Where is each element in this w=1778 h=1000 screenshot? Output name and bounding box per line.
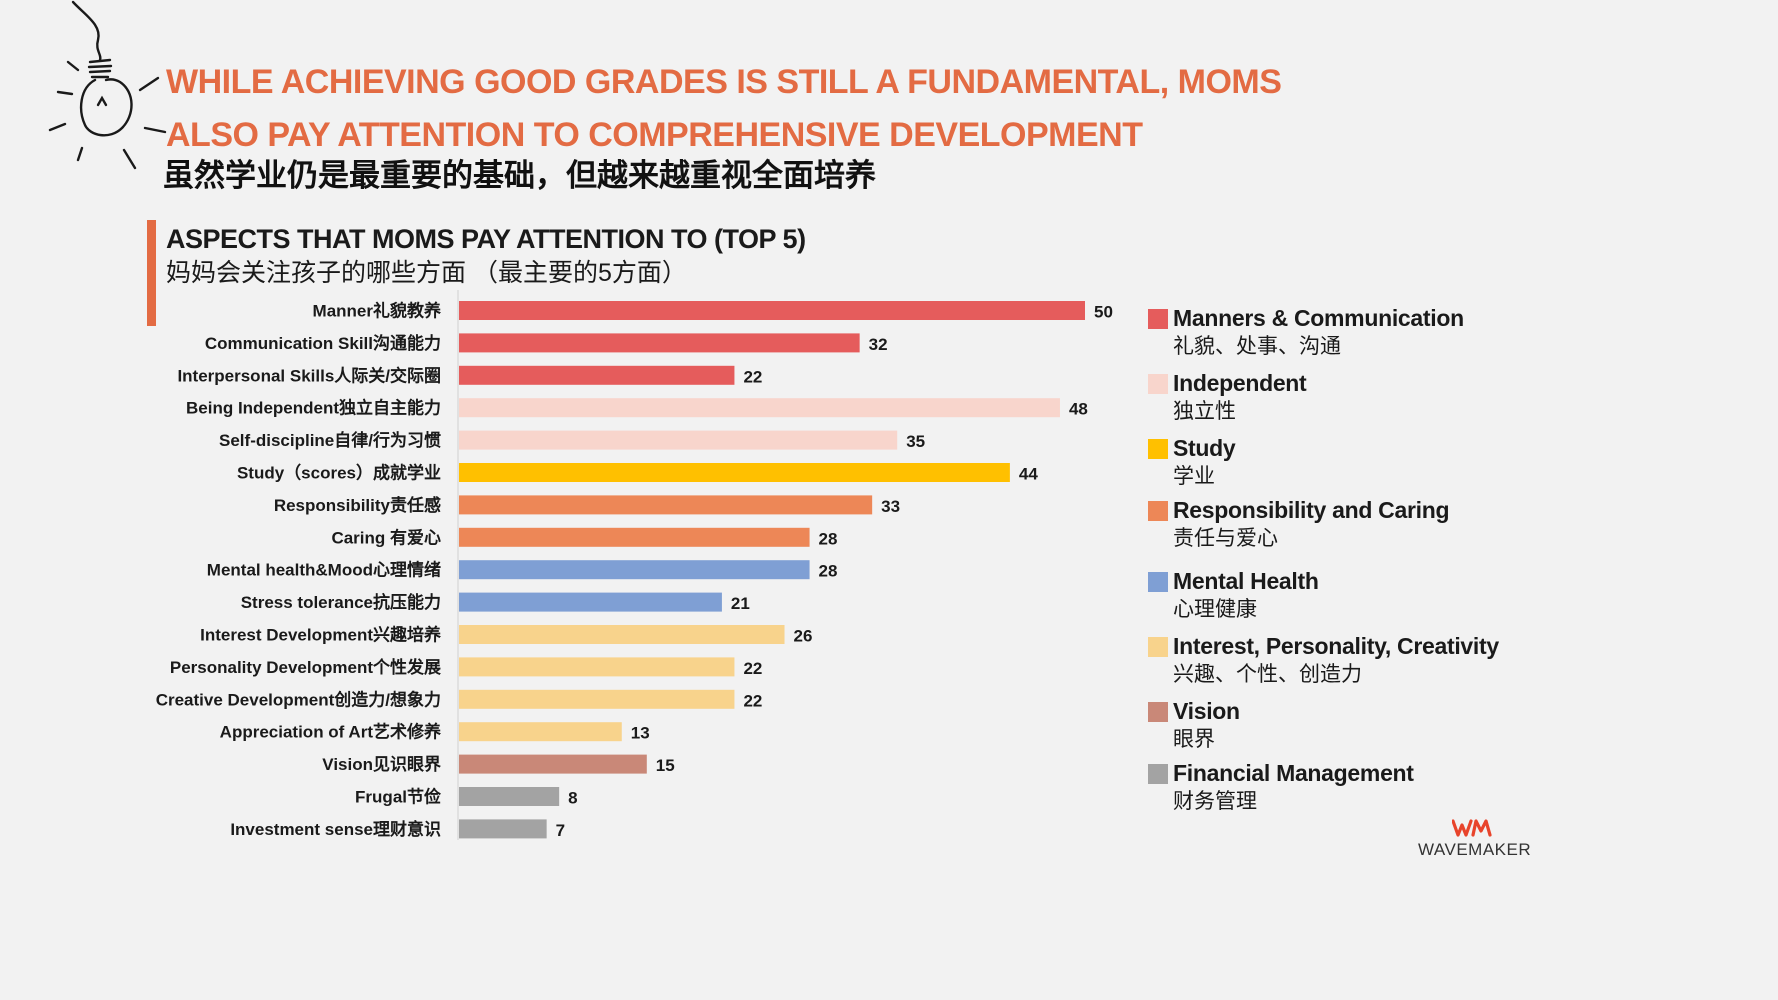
- bar: [459, 527, 810, 547]
- bar-value-label: 7: [556, 821, 565, 840]
- bar: [459, 398, 1060, 418]
- bar: [459, 463, 1010, 482]
- bar: [459, 495, 873, 515]
- bar: [459, 689, 735, 709]
- category-label: Investment sense理财意识: [230, 819, 441, 839]
- category-label: Interest Development兴趣培养: [200, 625, 442, 645]
- category-label: Personality Development个性发展: [170, 657, 441, 677]
- legend-label: Vision: [1173, 698, 1240, 724]
- bar-value-label: 13: [631, 724, 650, 743]
- legend-sublabel: 责任与爱心: [1173, 527, 1278, 550]
- category-label: Appreciation of Art艺术修养: [220, 722, 442, 742]
- legend-swatch: [1148, 374, 1168, 394]
- bar: [459, 819, 547, 839]
- bar: [459, 301, 1085, 320]
- page-subtitle-cn: 虽然学业仍是最重要的基础，但越来越重视全面培养: [163, 158, 876, 193]
- chart-title-accent-bar: [147, 220, 156, 326]
- legend-label: Study: [1173, 435, 1236, 461]
- bar: [459, 657, 735, 677]
- bar: [459, 430, 898, 450]
- legend-swatch: [1148, 637, 1168, 657]
- legend-label: Financial Management: [1173, 760, 1414, 786]
- bar-value-label: 22: [743, 367, 762, 386]
- bar-value-label: 48: [1069, 400, 1088, 419]
- bar: [459, 754, 647, 774]
- category-label: Communication Skill沟通能力: [205, 333, 441, 353]
- legend-swatch: [1148, 501, 1168, 521]
- bar-value-label: 15: [656, 756, 675, 775]
- bar: [459, 722, 622, 742]
- bar-chart: Manner礼貌教养 50 Communication Skill沟通能力 32 Int…: [156, 290, 1113, 840]
- category-label: Frugal节俭: [355, 787, 441, 807]
- bar-value-label: 44: [1019, 465, 1038, 484]
- bar-value-label: 22: [743, 691, 762, 710]
- legend-label: Responsibility and Caring: [1173, 497, 1450, 523]
- bar: [459, 365, 735, 385]
- bar-value-label: 28: [819, 562, 838, 581]
- bar-value-label: 8: [568, 789, 577, 808]
- legend-sublabel: 财务管理: [1173, 790, 1257, 813]
- category-label: Stress tolerance抗压能力: [241, 592, 441, 612]
- category-label: Manner礼貌教养: [313, 301, 442, 321]
- legend-sublabel: 独立性: [1173, 400, 1236, 423]
- bar: [459, 625, 785, 644]
- legend-label: Mental Health: [1173, 568, 1319, 594]
- category-label: Being Independent独立自主能力: [186, 398, 441, 418]
- legend-sublabel: 礼貌、处事、沟通: [1173, 335, 1341, 358]
- legend-sublabel: 眼界: [1173, 728, 1215, 751]
- category-label: Caring 有爱心: [331, 527, 441, 547]
- category-label: Vision见识眼界: [322, 755, 441, 774]
- category-label: Self-discipline自律/行为习惯: [219, 430, 441, 450]
- legend-label: Independent: [1173, 370, 1307, 396]
- bar-value-label: 32: [869, 335, 888, 354]
- chart-title: ASPECTS THAT MOMS PAY ATTENTION TO (TOP …: [166, 224, 806, 254]
- legend-sublabel: 心理健康: [1173, 598, 1257, 621]
- chart-subtitle: 妈妈会关注孩子的哪些方面 （最主要的5方面）: [166, 259, 687, 287]
- wavemaker-logo: WAVEMAKER: [1412, 818, 1532, 863]
- wavemaker-wordmark: WAVEMAKER: [1418, 840, 1532, 859]
- legend-label: Manners & Communication: [1173, 305, 1464, 331]
- bar-value-label: 26: [794, 627, 813, 646]
- bar-value-label: 50: [1094, 303, 1113, 322]
- legend-sublabel: 学业: [1173, 465, 1215, 488]
- chart-legend: Manners & Communication 礼貌、处事、沟通 Independe…: [1148, 302, 1548, 822]
- bar: [459, 560, 810, 580]
- legend-swatch: [1148, 702, 1168, 722]
- legend-label: Interest, Personality, Creativity: [1173, 633, 1499, 659]
- page-title: WHILE ACHIEVING GOOD GRADES IS STILL A F…: [166, 63, 1282, 154]
- category-label: Interpersonal Skills人际关/交际圈: [177, 365, 441, 385]
- bar: [459, 333, 860, 353]
- bar-value-label: 33: [881, 497, 900, 516]
- legend-swatch: [1148, 309, 1168, 329]
- bar-value-label: 35: [906, 432, 925, 451]
- bar: [459, 787, 560, 806]
- legend-swatch: [1148, 764, 1168, 784]
- category-label: Mental health&Mood心理情绪: [207, 560, 441, 580]
- legend-swatch: [1148, 572, 1168, 592]
- bar-value-label: 22: [743, 659, 762, 678]
- legend-swatch: [1148, 439, 1168, 459]
- bar: [459, 592, 722, 612]
- bar-value-label: 21: [731, 594, 750, 613]
- category-label: Creative Development创造力/想象力: [156, 689, 441, 709]
- category-label: Responsibility责任感: [274, 495, 441, 515]
- legend-sublabel: 兴趣、个性、创造力: [1173, 663, 1362, 686]
- category-label: Study（scores）成就学业: [237, 463, 441, 483]
- wavemaker-mark-icon: [1452, 819, 1492, 837]
- lightbulb-icon: [48, 0, 167, 170]
- bar-value-label: 28: [819, 529, 838, 548]
